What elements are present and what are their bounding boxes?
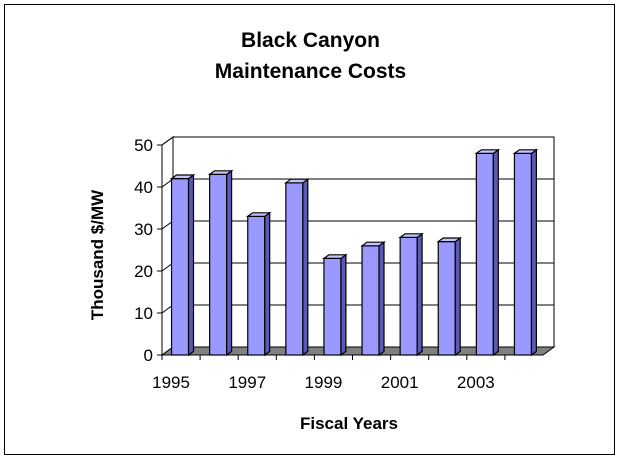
- y-tick-label: 50: [134, 136, 153, 155]
- bar: [322, 253, 348, 357]
- bar-top: [207, 170, 234, 175]
- y-tick-label: 0: [144, 346, 153, 365]
- bar-side: [302, 178, 309, 357]
- bar: [207, 169, 234, 357]
- x-axis-title: Fiscal Years: [300, 414, 398, 433]
- bars: [169, 148, 539, 357]
- bar-side: [492, 148, 499, 357]
- bar: [245, 211, 272, 357]
- bar-top: [512, 149, 539, 154]
- bar-side: [454, 236, 461, 357]
- bar-front: [323, 257, 342, 356]
- bar-side: [378, 241, 385, 357]
- bar-top: [284, 178, 310, 184]
- bar-top: [398, 233, 424, 238]
- y-tick-label: 20: [134, 262, 153, 281]
- y-axis-title: Thousand $/MW: [88, 189, 107, 320]
- x-tick-label: 2003: [457, 373, 495, 392]
- bar-top: [245, 212, 272, 217]
- bar-front: [247, 215, 266, 356]
- bar-top: [360, 241, 386, 247]
- bar: [284, 178, 310, 357]
- bar-front: [399, 236, 418, 356]
- gridline: [161, 136, 554, 146]
- x-tick-label: 1999: [305, 373, 343, 392]
- bar-top: [436, 237, 463, 243]
- bar: [169, 173, 196, 357]
- bar: [398, 232, 424, 357]
- bar-side: [226, 169, 233, 357]
- bar-side: [530, 148, 538, 357]
- bar-top: [474, 149, 501, 154]
- x-tick-label: 1995: [152, 373, 190, 392]
- bar-top: [169, 174, 196, 180]
- bar-side: [416, 232, 423, 357]
- bar-front: [209, 173, 228, 356]
- bar: [474, 148, 501, 357]
- bar: [436, 236, 463, 357]
- bar-front: [361, 245, 380, 356]
- bar-front: [475, 152, 494, 356]
- axis-labels: Fiscal Years Thousand $/MW 1995 1997 1999 2…: [88, 189, 495, 433]
- bar-side: [340, 253, 347, 357]
- bar-front: [285, 182, 304, 356]
- bar-top: [322, 254, 348, 259]
- chart-title-line-2: Maintenance Costs: [214, 60, 407, 83]
- x-tick-label: 2001: [381, 373, 419, 392]
- bar-side: [187, 173, 195, 357]
- bar-front: [513, 152, 533, 356]
- y-tick-label: 40: [134, 178, 153, 197]
- bar-front: [437, 241, 456, 356]
- bar: [360, 241, 386, 357]
- bar: [512, 148, 539, 357]
- bar-front: [170, 178, 190, 356]
- bar-side: [264, 211, 271, 357]
- y-tick-label: 30: [134, 220, 153, 239]
- chart-title-line-1: Black Canyon: [241, 29, 380, 52]
- y-tick-label: 10: [134, 304, 153, 323]
- x-tick-label: 1997: [228, 373, 266, 392]
